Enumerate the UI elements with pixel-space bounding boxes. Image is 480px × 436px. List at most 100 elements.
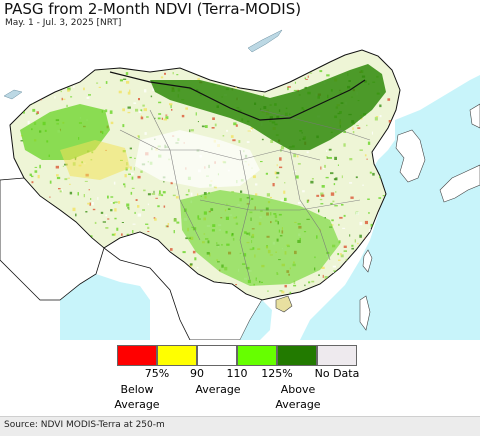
ndvi-pixel <box>157 205 160 208</box>
ndvi-pixel <box>132 230 134 233</box>
ndvi-pixel <box>293 89 298 91</box>
ndvi-pixel <box>305 78 308 80</box>
ndvi-pixel <box>318 209 320 212</box>
ndvi-pixel <box>131 176 134 180</box>
ndvi-pixel <box>359 234 362 238</box>
ndvi-pixel <box>222 135 225 137</box>
ndvi-pixel <box>31 175 34 178</box>
ndvi-pixel <box>143 189 146 192</box>
ndvi-pixel <box>238 140 241 143</box>
ndvi-pixel <box>326 150 328 152</box>
ndvi-pixel <box>335 191 337 193</box>
mongolia-border <box>109 71 366 121</box>
ndvi-pixel <box>122 108 125 112</box>
legend-tick-125: 125% <box>261 367 293 380</box>
ndvi-pixel <box>320 203 324 205</box>
ndvi-pixel <box>127 106 131 109</box>
ndvi-pixel <box>338 240 341 244</box>
ndvi-pixel <box>349 158 353 161</box>
ndvi-pixel <box>135 199 138 201</box>
ndvi-pixel <box>157 117 161 120</box>
ndvi-pixel <box>98 86 101 88</box>
ndvi-pixel <box>122 124 125 128</box>
ndvi-pixel <box>126 81 130 84</box>
ndvi-pixel <box>164 72 166 75</box>
ndvi-pixel <box>83 87 85 91</box>
ndvi-pixel <box>332 200 335 203</box>
legend: 75% 90 110 125% No Data Below Average Av… <box>0 340 480 415</box>
ndvi-pixel <box>297 163 301 165</box>
ndvi-pixel <box>40 98 42 101</box>
ndvi-pixel <box>129 89 131 93</box>
ndvi-pixel <box>87 202 91 205</box>
ndvi-pixel <box>350 196 354 199</box>
ndvi-pixel <box>150 95 153 98</box>
ndvi-pixel <box>147 231 150 232</box>
ndvi-pixel <box>349 182 353 184</box>
ndvi-pixel <box>142 104 145 107</box>
ndvi-pixel <box>203 192 207 196</box>
legend-tick-90: 90 <box>190 367 204 380</box>
ndvi-pixel <box>232 139 236 142</box>
ndvi-pixel <box>204 125 208 128</box>
ndvi-pixel <box>279 290 283 292</box>
ndvi-pixel <box>341 204 344 206</box>
ndvi-pixel <box>196 267 199 269</box>
ndvi-pixel <box>334 156 337 160</box>
ndvi-pixel <box>54 96 56 99</box>
ndvi-pixel <box>147 193 151 196</box>
ocean <box>300 75 480 340</box>
ndvi-pixel <box>332 265 336 268</box>
ndvi-pixel <box>55 165 59 169</box>
source-credit: Source: NDVI MODIS-Terra at 250-m <box>4 420 165 430</box>
ndvi-pixel <box>107 218 110 220</box>
legend-above-average: Above Average <box>275 383 321 411</box>
ndvi-pixel <box>61 189 63 192</box>
ndvi-pixel <box>154 218 157 221</box>
ndvi-pixel <box>144 132 147 135</box>
ndvi-pixel <box>307 199 310 202</box>
northern-dark-green-belt <box>150 64 386 150</box>
ndvi-pixel <box>189 263 193 266</box>
ndvi-pixel <box>96 82 99 84</box>
ndvi-pixel <box>161 194 164 197</box>
ndvi-pixel <box>181 114 185 118</box>
ndvi-pixel <box>100 211 104 214</box>
ndvi-pixel <box>358 119 360 123</box>
ndvi-pixel <box>192 250 196 254</box>
ndvi-pixel <box>343 143 346 147</box>
ndvi-pixel <box>84 180 88 182</box>
ndvi-pixel <box>308 281 311 284</box>
ndvi-pixel <box>140 115 142 117</box>
ndvi-pixel <box>86 96 90 99</box>
ndvi-pixel <box>143 108 147 112</box>
ndvi-pixel <box>293 170 297 172</box>
ndvi-pixel <box>287 86 291 88</box>
ndvi-pixel <box>387 98 391 101</box>
ndvi-pixel <box>165 114 168 116</box>
ndvi-pixel <box>110 209 113 212</box>
ndvi-pixel <box>175 196 179 199</box>
ndvi-pixel <box>163 118 167 121</box>
ndvi-pixel <box>366 124 368 127</box>
ndvi-pixel <box>327 157 329 159</box>
ndvi-pixel <box>161 117 163 120</box>
ndvi-pixel <box>372 172 375 176</box>
ndvi-pixel <box>124 185 126 188</box>
yellow-patch-tarim <box>60 140 130 180</box>
ndvi-pixel <box>324 164 326 168</box>
ndvi-pixel <box>235 124 238 127</box>
legend-below-average: Below Average <box>114 383 160 411</box>
legend-tick-110: 110 <box>226 367 248 380</box>
korea-peninsula <box>395 129 426 183</box>
ndvi-pixel <box>319 70 323 73</box>
ndvi-pixel <box>321 185 325 188</box>
ndvi-pixel <box>235 86 237 89</box>
ndvi-pixel <box>138 110 142 113</box>
ndvi-pixel <box>147 226 150 229</box>
ndvi-pixel <box>127 91 131 95</box>
ndvi-pixel <box>233 122 237 126</box>
ndvi-pixel <box>132 223 136 225</box>
ndvi-pixel <box>85 211 88 213</box>
ndvi-pixel <box>89 202 91 206</box>
